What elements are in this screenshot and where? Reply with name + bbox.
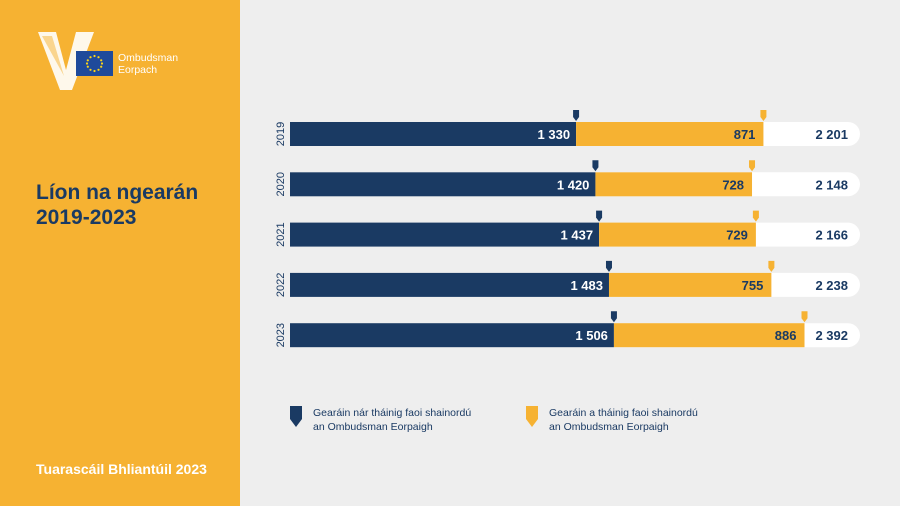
value-label-outside-2022: 1 483 bbox=[570, 278, 603, 293]
chart-title: Líon na ngearán 2019-2023 bbox=[36, 180, 236, 230]
bar-segment-outside-2023 bbox=[290, 323, 614, 348]
chart-title-line-1: Líon na ngearán bbox=[36, 181, 199, 204]
value-label-inside-2020: 728 bbox=[722, 177, 744, 192]
legend-inside-line-2: an Ombudsman Eorpaigh bbox=[549, 421, 669, 433]
navy-marker-icon bbox=[290, 406, 302, 427]
stacked-bar-chart: 1 330 871 2 201 2019 1 420 728 2 148 2020 1 437 7… bbox=[275, 110, 860, 348]
marker-outside-2022 bbox=[605, 260, 612, 272]
logo-emblem-icon bbox=[38, 32, 94, 90]
value-label-outside-2019: 1 330 bbox=[538, 127, 571, 142]
ombudsman-logo bbox=[38, 32, 113, 90]
marker-inside-2019 bbox=[760, 110, 767, 121]
marker-inside-2022 bbox=[768, 260, 775, 272]
total-label-2023: 2 392 bbox=[815, 328, 848, 343]
eu-flag-icon bbox=[76, 51, 113, 76]
value-label-outside-2023: 1 506 bbox=[575, 328, 608, 343]
bar-segment-inside-2020 bbox=[595, 172, 753, 197]
yellow-marker-icon bbox=[526, 406, 538, 427]
bar-segment-inside-2023 bbox=[613, 323, 805, 348]
side-panel: Ombudsman Eorpach Líon na ngearán 2019-2… bbox=[0, 0, 240, 506]
report-name: Tuarascáil Bhliantúil 2023 bbox=[36, 461, 207, 477]
value-label-inside-2021: 729 bbox=[726, 228, 748, 243]
year-label-2022: 2022 bbox=[275, 273, 287, 297]
year-label-2019: 2019 bbox=[275, 122, 287, 146]
total-label-2020: 2 148 bbox=[815, 177, 848, 192]
year-label-2020: 2020 bbox=[275, 172, 287, 196]
logo-line-1: Ombudsman bbox=[118, 52, 179, 64]
legend-inside-line-1: Gearáin a tháinig faoi shainordú bbox=[549, 407, 698, 419]
marker-inside-2020 bbox=[749, 160, 756, 172]
bar-segment-outside-2021 bbox=[290, 222, 600, 247]
value-label-inside-2023: 886 bbox=[775, 328, 797, 343]
value-label-inside-2019: 871 bbox=[734, 127, 756, 142]
total-label-2022: 2 238 bbox=[815, 278, 848, 293]
total-label-2021: 2 166 bbox=[815, 228, 848, 243]
logo-line-2: Eorpach bbox=[118, 64, 158, 76]
marker-outside-2019 bbox=[573, 110, 580, 121]
bar-segment-inside-2022 bbox=[608, 272, 772, 297]
marker-outside-2023 bbox=[610, 311, 617, 323]
legend-item-inside-mandate: Gearáin a tháinig faoi shainordú an Ombu… bbox=[525, 406, 729, 434]
total-label-2019: 2 201 bbox=[815, 127, 848, 142]
bar-segment-inside-2021 bbox=[599, 222, 756, 247]
year-label-2023: 2023 bbox=[275, 323, 287, 347]
value-label-outside-2021: 1 437 bbox=[561, 228, 594, 243]
legend-outside-line-1: Gearáin nár tháinig faoi shainordú bbox=[313, 407, 472, 419]
legend-item-outside-mandate: Gearáin nár tháinig faoi shainordú an Om… bbox=[289, 406, 493, 434]
marker-inside-2021 bbox=[752, 210, 759, 222]
logo-text: Ombudsman Eorpach bbox=[118, 52, 178, 76]
marker-outside-2021 bbox=[596, 210, 603, 222]
marker-outside-2020 bbox=[592, 160, 599, 172]
bar-segment-outside-2019 bbox=[290, 122, 577, 146]
bar-segment-outside-2022 bbox=[290, 272, 609, 297]
value-label-inside-2022: 755 bbox=[742, 278, 764, 293]
bar-segment-inside-2019 bbox=[576, 122, 764, 146]
year-label-2021: 2021 bbox=[275, 222, 287, 246]
value-label-outside-2020: 1 420 bbox=[557, 177, 590, 192]
chart-title-line-2: 2019-2023 bbox=[36, 206, 137, 229]
legend-outside-line-2: an Ombudsman Eorpaigh bbox=[313, 421, 433, 433]
bar-segment-outside-2020 bbox=[290, 172, 596, 197]
marker-inside-2023 bbox=[801, 311, 808, 323]
